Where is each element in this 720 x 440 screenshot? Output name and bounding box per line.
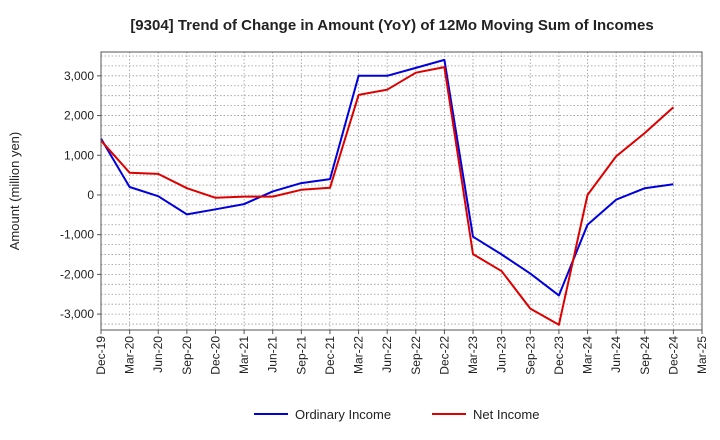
x-tick-label: Sep-21 [294,336,308,375]
y-tick-label: 1,000 [64,148,94,162]
x-tick-label: Dec-19 [94,336,108,375]
y-tick-label: 0 [87,188,94,202]
x-tick-label: Dec-24 [666,336,680,375]
legend-label-net-income: Net Income [473,407,539,422]
x-tick-label: Sep-24 [638,336,652,375]
x-tick-label: Jun-23 [495,336,509,373]
x-tick-label: Mar-22 [352,336,366,374]
y-tick-label: 3,000 [64,69,94,83]
x-tick-label: Mar-24 [581,336,595,374]
y-axis-label: Amount (million yen) [7,132,22,251]
legend: Ordinary Income Net Income [254,407,539,422]
x-tick-label: Dec-23 [552,336,566,375]
y-tick-label: 2,000 [64,109,94,123]
x-tick-label: Mar-23 [466,336,480,374]
x-tick-label: Jun-24 [609,336,623,373]
x-tick-label: Mar-21 [237,336,251,374]
grid-layer [100,52,703,330]
series-layer [100,58,675,326]
x-tick-label: Jun-20 [151,336,165,373]
y-tick-label: -1,000 [60,228,94,242]
series-line-ordinary-income [100,58,674,297]
chart-title: [9304] Trend of Change in Amount (YoY) o… [130,17,653,34]
x-tick-label: Sep-22 [409,336,423,375]
y-tick-label: -2,000 [60,267,94,281]
x-tick-label: Jun-21 [266,336,280,373]
x-tick-label: Dec-22 [437,336,451,375]
plot-frame [100,51,703,331]
x-tick-label: Mar-20 [123,336,137,374]
y-tick-label: -3,000 [60,307,94,321]
x-tick-label: Jun-22 [380,336,394,373]
series-line-net-income [100,66,675,326]
x-tick-label: Mar-25 [695,336,709,374]
x-tick-label: Sep-23 [523,336,537,375]
legend-label-ordinary-income: Ordinary Income [295,407,391,422]
tick-layer: -3,000 -2,000 -1,000 0 1,000 2,000 3,000 Dec-19… [60,69,709,375]
x-tick-label: Sep-20 [180,336,194,375]
x-tick-label: Dec-21 [323,336,337,375]
x-tick-label: Dec-20 [208,336,222,375]
